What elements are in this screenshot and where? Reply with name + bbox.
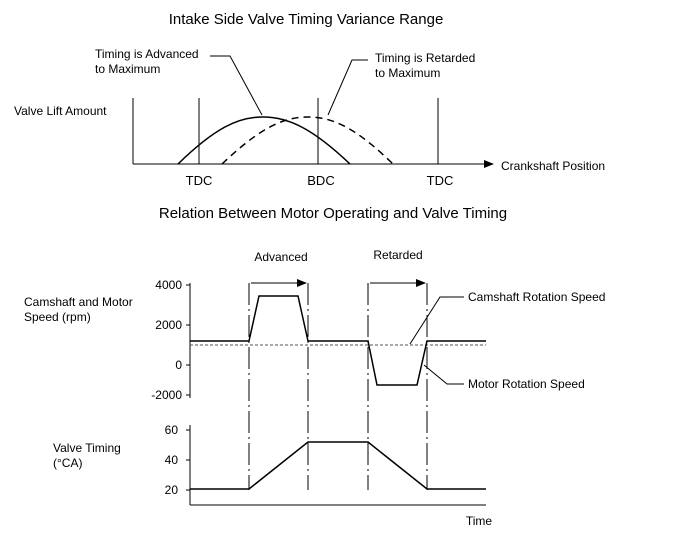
advanced-phase-label: Advanced bbox=[254, 250, 307, 264]
tdc-label-1: TDC bbox=[186, 173, 213, 188]
speed-tick-label-2000: 2000 bbox=[155, 318, 182, 332]
advanced-callout-leader bbox=[210, 55, 263, 116]
advanced-lift-curve bbox=[177, 116, 351, 165]
retarded-lift-curve bbox=[221, 116, 394, 165]
speed-tick-label-4000: 4000 bbox=[155, 278, 182, 292]
advanced-callout-line1: Timing is Advanced bbox=[95, 47, 199, 61]
phase-boundaries bbox=[248, 283, 428, 490]
retarded-callout-line1: Timing is Retarded bbox=[375, 51, 475, 65]
advanced-callout-line2: to Maximum bbox=[95, 62, 160, 76]
motor-speed-trace bbox=[190, 295, 486, 386]
timing-label-line1: Valve Timing bbox=[53, 441, 121, 455]
tdc-label-2: TDC bbox=[427, 173, 454, 188]
top-title: Intake Side Valve Timing Variance Range bbox=[169, 11, 444, 28]
valve-timing-trace bbox=[190, 441, 486, 490]
retarded-callout-line2: to Maximum bbox=[375, 66, 440, 80]
retarded-phase-label: Retarded bbox=[373, 248, 422, 262]
retarded-callout-leader bbox=[327, 59, 368, 116]
timing-label-line2: (°CA) bbox=[53, 456, 82, 470]
camshaft-speed-label: Camshaft Rotation Speed bbox=[468, 290, 605, 304]
speed-label-line1: Camshaft and Motor bbox=[24, 295, 133, 309]
speed-tick-label-0: 0 bbox=[175, 358, 182, 372]
speed-label-line2: Speed (rpm) bbox=[24, 310, 91, 324]
motor-speed-label: Motor Rotation Speed bbox=[468, 377, 585, 391]
motor-speed-leader bbox=[423, 364, 464, 385]
valve-lift-label: Valve Lift Amount bbox=[14, 104, 107, 118]
timing-tick-label-60: 60 bbox=[165, 423, 179, 437]
bdc-label: BDC bbox=[307, 173, 334, 188]
bottom-title: Relation Between Motor Operating and Val… bbox=[159, 205, 507, 222]
timing-tick-label-20: 20 bbox=[165, 483, 179, 497]
camshaft-speed-leader bbox=[409, 296, 464, 345]
crankshaft-position-label: Crankshaft Position bbox=[501, 159, 605, 173]
timing-tick-label-40: 40 bbox=[165, 453, 179, 467]
speed-tick-label-m2000: -2000 bbox=[151, 388, 182, 402]
time-label: Time bbox=[466, 514, 493, 528]
